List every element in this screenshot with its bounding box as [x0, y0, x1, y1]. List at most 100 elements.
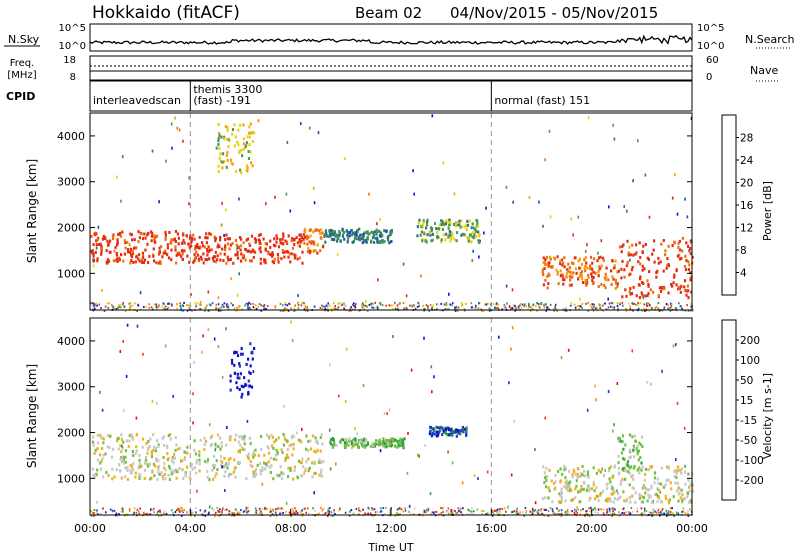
scatter-cell: [107, 243, 110, 247]
scatter-cell: [461, 303, 464, 306]
scatter-cell: [607, 306, 610, 309]
scatter-cell: [224, 238, 227, 242]
scatter-cell: [543, 267, 546, 270]
scatter-cell: [322, 305, 324, 308]
scatter-cell: [628, 448, 632, 452]
scatter-cell: [430, 229, 433, 233]
scatter-cell: [309, 439, 312, 443]
scatter-cell: [134, 475, 137, 479]
scatter-cell: [316, 439, 319, 443]
scatter-cell: [424, 511, 426, 513]
scatter-cell: [655, 271, 658, 275]
scatter-cell: [102, 453, 105, 457]
scatter-cell: [177, 507, 179, 510]
scatter-cell: [663, 306, 666, 309]
scatter-cell: [272, 457, 275, 461]
scatter-cell: [642, 485, 646, 489]
scatter-cell: [324, 229, 327, 233]
scatter-cell: [632, 487, 635, 491]
scatter-cell: [207, 309, 210, 312]
scatter-cell: [576, 511, 578, 514]
scatter-cell: [623, 512, 625, 515]
scatter-cell: [136, 508, 139, 511]
scatter-cell: [229, 435, 231, 438]
scatter-cell: [346, 233, 349, 237]
scatter-cell: [535, 305, 537, 308]
scatter-cell: [183, 508, 185, 511]
scatter-cell: [613, 497, 617, 501]
scatter-cell: [125, 439, 128, 443]
scatter-cell: [262, 237, 265, 241]
scatter-cell: [113, 475, 116, 479]
scatter-cell: [307, 457, 310, 461]
scatter-cell: [95, 304, 98, 307]
scatter-cell: [252, 370, 255, 374]
scatter-cell: [505, 185, 508, 189]
scatter-cell: [101, 447, 104, 450]
scatter-cell: [612, 306, 614, 309]
scatter-cell: [249, 308, 252, 310]
scatter-cell: [122, 508, 124, 512]
scatter-cell: [248, 131, 251, 135]
scatter-cell: [228, 512, 230, 515]
scatter-cell: [188, 260, 191, 264]
scatter-cell: [586, 266, 589, 270]
scatter-cell: [634, 252, 637, 256]
scatter-cell: [107, 241, 110, 245]
scatter-cell: [157, 514, 160, 517]
scatter-cell: [207, 328, 210, 332]
scatter-cell: [303, 308, 306, 311]
scatter-cell: [689, 252, 692, 256]
scatter-cell: [399, 441, 402, 445]
scatter-cell: [597, 468, 600, 472]
scatter-cell: [237, 513, 240, 516]
scatter-cell: [112, 259, 115, 263]
scatter-cell: [582, 474, 585, 477]
scatter-cell: [211, 468, 214, 472]
scatter-cell: [669, 481, 672, 485]
scatter-cell: [101, 288, 103, 292]
scatter-cell: [170, 469, 173, 473]
scatter-cell: [659, 514, 661, 517]
scatter-cell: [135, 445, 138, 449]
scatter-cell: [235, 350, 238, 354]
scatter-cell: [238, 364, 241, 368]
scatter-cell: [595, 398, 597, 402]
scatter-cell: [418, 454, 420, 458]
scatter-cell: [657, 481, 660, 485]
scatter-cell: [133, 246, 136, 250]
scatter-cell: [191, 467, 194, 471]
scatter-cell: [100, 436, 103, 440]
scatter-cell: [567, 469, 571, 473]
scatter-cell: [577, 475, 580, 478]
scatter-cell: [447, 426, 450, 430]
scatter-cell: [247, 150, 250, 153]
scatter-cell: [554, 305, 556, 308]
scatter-cell: [247, 157, 251, 160]
scatter-cell: [105, 471, 108, 474]
scatter-cell: [291, 507, 294, 510]
scatter-cell: [591, 267, 594, 271]
scatter-cell: [624, 308, 627, 311]
scatter-cell: [211, 507, 214, 510]
scatter-cell: [465, 227, 468, 231]
scatter-cell: [213, 235, 216, 239]
scatter-cell: [94, 474, 97, 478]
scatter-cell: [92, 252, 95, 256]
scatter-cell: [670, 305, 673, 308]
scatter-cell: [553, 309, 555, 312]
scatter-cell: [582, 508, 584, 511]
scatter-cell: [447, 219, 450, 223]
scatter-cell: [123, 305, 126, 308]
scatter-cell: [446, 510, 449, 513]
scatter-cell: [258, 241, 261, 245]
scatter-cell: [133, 507, 136, 510]
scatter-cell: [93, 509, 96, 511]
scatter-cell: [250, 385, 254, 389]
scatter-cell: [227, 304, 230, 307]
scatter-cell: [485, 206, 487, 210]
scatter-cell: [556, 507, 558, 510]
scatter-cell: [478, 302, 480, 305]
scatter-cell: [438, 223, 441, 227]
scatter-cell: [442, 511, 444, 513]
